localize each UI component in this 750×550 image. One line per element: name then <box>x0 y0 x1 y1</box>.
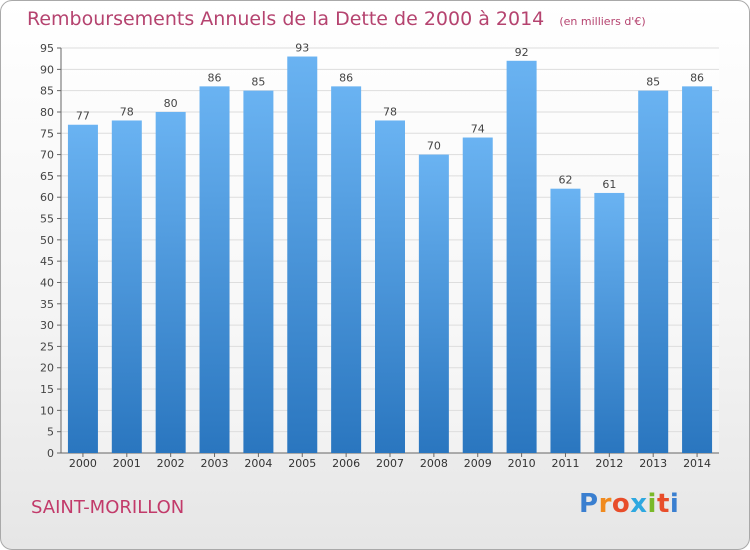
logo-letter: i <box>647 489 657 519</box>
y-tick-label: 15 <box>40 383 54 396</box>
y-tick-label: 50 <box>40 234 54 247</box>
y-tick-label: 5 <box>47 426 54 439</box>
data-label-2013: 85 <box>646 76 660 89</box>
y-tick-label: 20 <box>40 362 54 375</box>
bar-2002 <box>155 111 186 454</box>
y-tick-label: 55 <box>40 213 54 226</box>
chart-unit: (en milliers d'€) <box>559 15 646 28</box>
data-label-2001: 78 <box>120 105 134 118</box>
data-label-2011: 62 <box>558 174 572 187</box>
bar-2000 <box>67 124 98 453</box>
bar-2004 <box>243 90 274 453</box>
logo-letter: i <box>669 489 680 519</box>
bar-2005 <box>287 56 318 454</box>
data-label-2009: 74 <box>471 123 485 136</box>
x-tick-label-2003: 2003 <box>201 457 229 470</box>
y-tick-label: 0 <box>47 447 54 460</box>
y-tick-label: 75 <box>40 127 54 140</box>
y-tick-label: 85 <box>40 85 54 98</box>
data-label-2002: 80 <box>164 97 178 110</box>
y-tick-label: 35 <box>40 298 54 311</box>
proxiti-logo: Proxiti <box>579 489 679 519</box>
logo-letter: t <box>656 489 670 519</box>
x-tick-label-2004: 2004 <box>244 457 272 470</box>
logo-letter: P <box>579 489 599 519</box>
data-label-2010: 92 <box>515 46 529 59</box>
x-tick-label-2005: 2005 <box>288 457 316 470</box>
data-label-2012: 61 <box>602 178 616 191</box>
y-tick-label: 95 <box>40 42 54 55</box>
logo-letter: r <box>598 489 612 519</box>
x-tick-label-2006: 2006 <box>332 457 360 470</box>
y-tick-label: 60 <box>40 191 54 204</box>
data-label-2008: 70 <box>427 140 441 153</box>
bar-2011 <box>550 188 581 453</box>
x-tick-label-2007: 2007 <box>376 457 404 470</box>
data-label-2014: 86 <box>690 71 704 84</box>
chart-title: Remboursements Annuels de la Dette de 20… <box>27 8 646 30</box>
x-tick-label-2012: 2012 <box>595 457 623 470</box>
logo-letter: o <box>611 489 631 519</box>
bar-2006 <box>331 86 362 454</box>
y-tick-label: 25 <box>40 340 54 353</box>
y-tick-label: 40 <box>40 276 54 289</box>
y-tick-label: 30 <box>40 319 54 332</box>
data-label-2007: 78 <box>383 105 397 118</box>
x-tick-label-2010: 2010 <box>508 457 536 470</box>
x-tick-label-2001: 2001 <box>113 457 141 470</box>
bar-2014 <box>682 86 713 454</box>
x-tick-label-2008: 2008 <box>420 457 448 470</box>
data-label-2004: 85 <box>251 76 265 89</box>
x-tick-label-2011: 2011 <box>551 457 579 470</box>
x-tick-label-2013: 2013 <box>639 457 667 470</box>
x-tick-label-2014: 2014 <box>683 457 711 470</box>
bar-2007 <box>375 120 405 453</box>
commune-name: SAINT-MORILLON <box>31 497 185 518</box>
bar-2009 <box>462 137 493 454</box>
y-tick-label: 65 <box>40 170 54 183</box>
y-tick-label: 90 <box>40 63 54 76</box>
y-tick-label: 80 <box>40 106 54 119</box>
y-tick-label: 70 <box>40 149 54 162</box>
logo-letter: x <box>630 489 648 519</box>
bar-2001 <box>111 120 142 453</box>
data-label-2005: 93 <box>295 42 309 55</box>
bar-2010 <box>506 60 537 453</box>
data-label-2003: 86 <box>208 71 222 84</box>
x-tick-label-2009: 2009 <box>464 457 492 470</box>
bar-2013 <box>638 90 669 453</box>
chart-title-text: Remboursements Annuels de la Dette de 20… <box>27 8 545 30</box>
bar-2003 <box>199 86 230 454</box>
bar-2012 <box>594 192 625 453</box>
x-tick-label-2000: 2000 <box>69 457 97 470</box>
data-label-2000: 77 <box>76 110 90 123</box>
y-tick-label: 10 <box>40 404 54 417</box>
y-tick-label: 45 <box>40 255 54 268</box>
x-tick-label-2002: 2002 <box>157 457 185 470</box>
bar-2008 <box>418 154 449 453</box>
data-label-2006: 86 <box>339 71 353 84</box>
